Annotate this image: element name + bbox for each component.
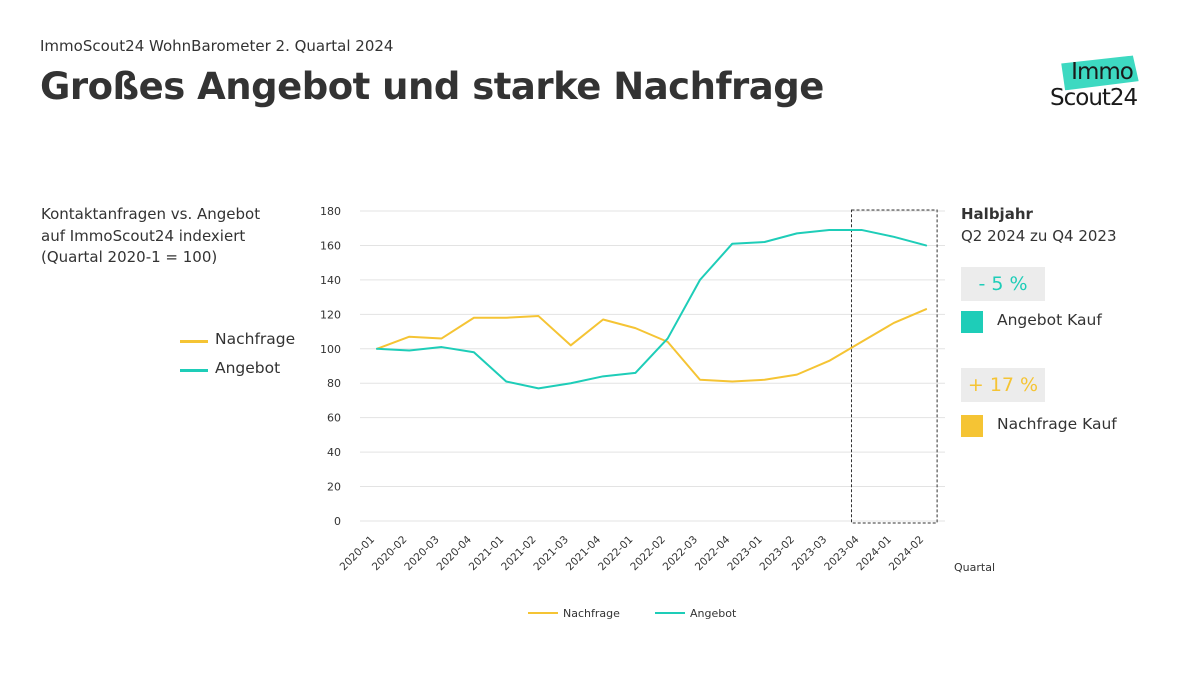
nachfrage-color-square xyxy=(961,415,983,437)
description-line: auf ImmoScout24 indexiert xyxy=(41,226,246,245)
angebot-line-swatch xyxy=(180,369,208,372)
x-axis-label: Quartal xyxy=(954,561,995,574)
logo-badge xyxy=(1061,55,1139,91)
immoscout24-logo: Immo Scout24 xyxy=(1048,55,1148,116)
y-tick-label: 40 xyxy=(327,446,341,459)
angebot-kauf-label: Angebot Kauf xyxy=(997,311,1102,329)
side-legend-label: Angebot xyxy=(215,359,281,377)
y-tick-label: 0 xyxy=(334,515,341,528)
series-line-angebot xyxy=(376,228,928,390)
series-line-nachfrage xyxy=(376,308,928,383)
page-title: Großes Angebot und starke Nachfrage xyxy=(40,65,824,108)
x-axis-ticks: 2020-012020-022020-032020-042021-012021-… xyxy=(338,533,927,573)
y-tick-label: 80 xyxy=(327,377,341,390)
nachfrage-kauf-label: Nachfrage Kauf xyxy=(997,415,1117,433)
highlight-box xyxy=(851,209,938,524)
series-lines xyxy=(376,228,928,390)
highlight-region xyxy=(851,209,938,524)
description-line: (Quartal 2020-1 = 100) xyxy=(41,248,218,266)
angebot-color-square xyxy=(961,311,983,333)
y-tick-label: 160 xyxy=(320,239,341,252)
legend-label: Nachfrage xyxy=(563,607,620,620)
side-legend-label: Nachfrage xyxy=(215,330,296,348)
bottom-legend: Nachfrage Angebot xyxy=(528,607,737,620)
half-year-panel: Halbjahr Q2 2024 zu Q4 2023 - 5 % Angebo… xyxy=(961,205,1161,437)
x-tick-label: 2024-02 xyxy=(887,534,927,574)
nachfrage-change-badge: + 17 % xyxy=(961,368,1045,402)
legend-label: Angebot xyxy=(690,607,737,620)
angebot-change-badge: - 5 % xyxy=(961,267,1045,301)
chart-description: Kontaktanfragen vs. Angebot auf ImmoScou… xyxy=(41,204,311,269)
y-tick-label: 20 xyxy=(327,481,341,494)
y-tick-label: 100 xyxy=(320,343,341,356)
logo-text-scout24: Scout24 xyxy=(1050,85,1138,111)
panel-subheading: Q2 2024 zu Q4 2023 xyxy=(961,227,1117,245)
logo-text-immo: Immo xyxy=(1071,59,1134,85)
y-tick-label: 60 xyxy=(327,412,341,425)
grid-lines xyxy=(360,210,945,522)
description-line: Kontaktanfragen vs. Angebot xyxy=(41,205,261,223)
panel-heading: Halbjahr xyxy=(961,205,1033,223)
report-subtitle: ImmoScout24 WohnBarometer 2. Quartal 202… xyxy=(40,37,394,55)
y-axis-ticks: 0 20 40 60 80 100 120 140 160 180 xyxy=(320,205,341,528)
nachfrage-line-swatch xyxy=(180,340,208,343)
y-tick-label: 120 xyxy=(320,308,341,321)
y-tick-label: 180 xyxy=(320,205,341,218)
y-tick-label: 140 xyxy=(320,274,341,287)
